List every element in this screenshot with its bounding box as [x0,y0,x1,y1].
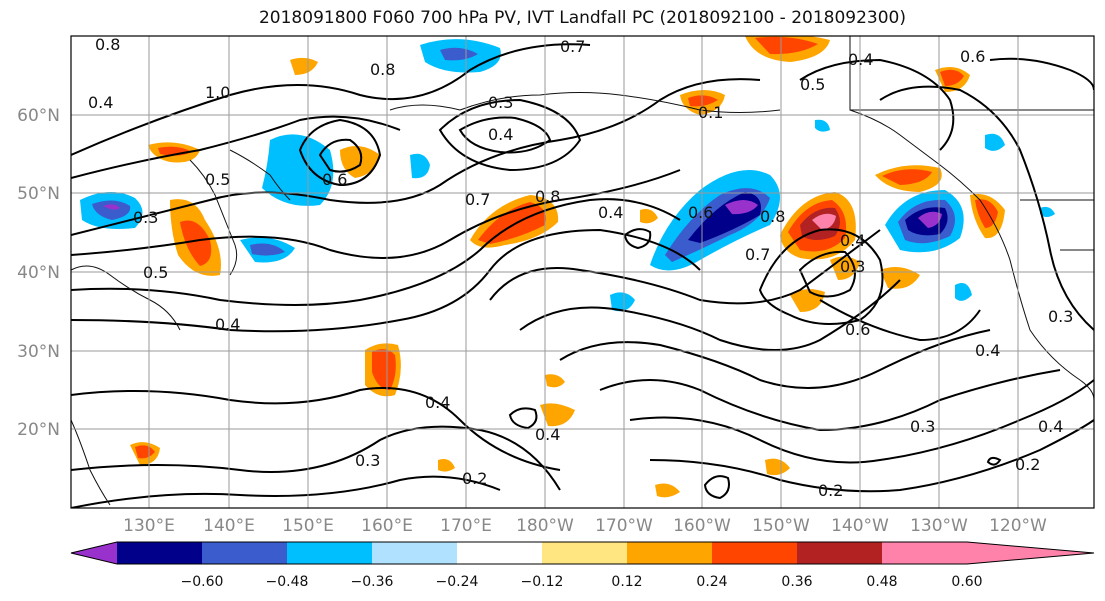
contour-label: 0.4 [88,93,113,112]
lon-label: 140°E [203,516,255,536]
colorbar-segment [797,542,882,564]
contour-label: 0.3 [910,417,935,436]
colorbar-segment [542,542,627,564]
lon-label: 170°E [440,516,492,536]
contour-label: 0.4 [840,231,865,250]
contour-label: 0.7 [560,37,585,56]
colorbar-segment [627,542,712,564]
colorbar-segment [287,542,372,564]
colorbar-tick: 0.24 [696,574,727,590]
pv-shading [80,36,1055,498]
contour-label: 0.4 [1038,417,1063,436]
contour-label: 0.3 [133,208,158,227]
contour-label: 0.4 [535,425,560,444]
colorbar-tick: −0.60 [181,574,224,590]
lat-label: 60°N [17,106,60,126]
contour-label: 0.8 [535,187,560,206]
contour-label: 0.1 [698,103,723,122]
contour-label: 0.8 [95,35,120,54]
colorbar-segment [882,542,967,564]
colorbar-segment [457,542,542,564]
contour-label: 0.4 [488,125,513,144]
colorbar: −0.60 −0.48 −0.36 −0.24 −0.12 0.12 0.24 … [70,541,1095,590]
contour-labels: 0.8 0.7 0.4 0.6 1.0 0.4 0.8 0.3 0.5 0.4 … [88,35,1073,500]
colorbar-extend-right [967,542,1094,564]
colorbar-segment [202,542,287,564]
lon-label: 130°W [910,516,968,536]
lon-label: 120°W [989,516,1047,536]
colorbar-tick: 0.48 [866,574,897,590]
lat-label: 30°N [17,342,60,362]
lon-label: 140°W [831,516,889,536]
longitude-labels: 130°E 140°E 150°E 160°E 170°E 180°W 170°… [123,516,1047,536]
colorbar-tick: −0.48 [266,574,309,590]
map-title: 2018091800 F060 700 hPa PV, IVT Landfall… [258,8,906,28]
colorbar-segment [372,542,457,564]
contour-label: 0.5 [800,75,825,94]
contour-label: 0.4 [425,393,450,412]
colorbar-segment [117,542,202,564]
contour-label: 0.3 [840,257,865,276]
lon-label: 160°W [673,516,731,536]
contour-label: 0.2 [818,481,843,500]
contour-label: 0.4 [848,50,873,69]
contour-label: 0.2 [1015,455,1040,474]
lon-label: 130°E [123,516,175,536]
contour-label: 0.6 [322,170,347,189]
graticule [71,36,1094,508]
contour-label: 0.5 [143,263,168,282]
latitude-labels: 60°N 50°N 40°N 30°N 20°N [17,106,60,440]
colorbar-tick: 0.12 [611,574,642,590]
lon-label: 160°E [361,516,413,536]
contour-label: 0.8 [760,207,785,226]
map-frame [70,35,1095,509]
contour-label: 0.5 [205,170,230,189]
lon-label: 170°W [595,516,653,536]
colorbar-tick: −0.24 [436,574,479,590]
lon-label: 150°E [282,516,334,536]
colorbar-tick: 0.36 [781,574,812,590]
coastlines [71,36,1094,506]
lon-label: 180°W [516,516,574,536]
contour-label: 0.4 [215,315,240,334]
lat-label: 40°N [17,263,60,283]
colorbar-tick: −0.12 [521,574,564,590]
lat-label: 50°N [17,184,60,204]
lon-label: 150°W [752,516,810,536]
contour-label: 0.3 [355,451,380,470]
contour-label: 0.6 [688,203,713,222]
colorbar-tick: 0.60 [951,574,982,590]
contour-label: 0.2 [462,469,487,488]
colorbar-segment [712,542,797,564]
contour-label: 1.0 [205,83,230,102]
lat-label: 20°N [17,420,60,440]
contour-label: 0.8 [370,60,395,79]
contour-label: 0.7 [745,245,770,264]
contour-label: 0.4 [975,341,1000,360]
contour-label: 0.6 [845,320,870,339]
colorbar-extend-left [71,542,117,564]
contour-label: 0.6 [960,47,985,66]
colorbar-tick: −0.36 [351,574,394,590]
contour-label: 0.3 [488,93,513,112]
ivt-contours [71,43,1094,508]
contour-label: 0.4 [598,203,623,222]
contour-label: 0.3 [1048,307,1073,326]
contour-label: 0.7 [465,190,490,209]
